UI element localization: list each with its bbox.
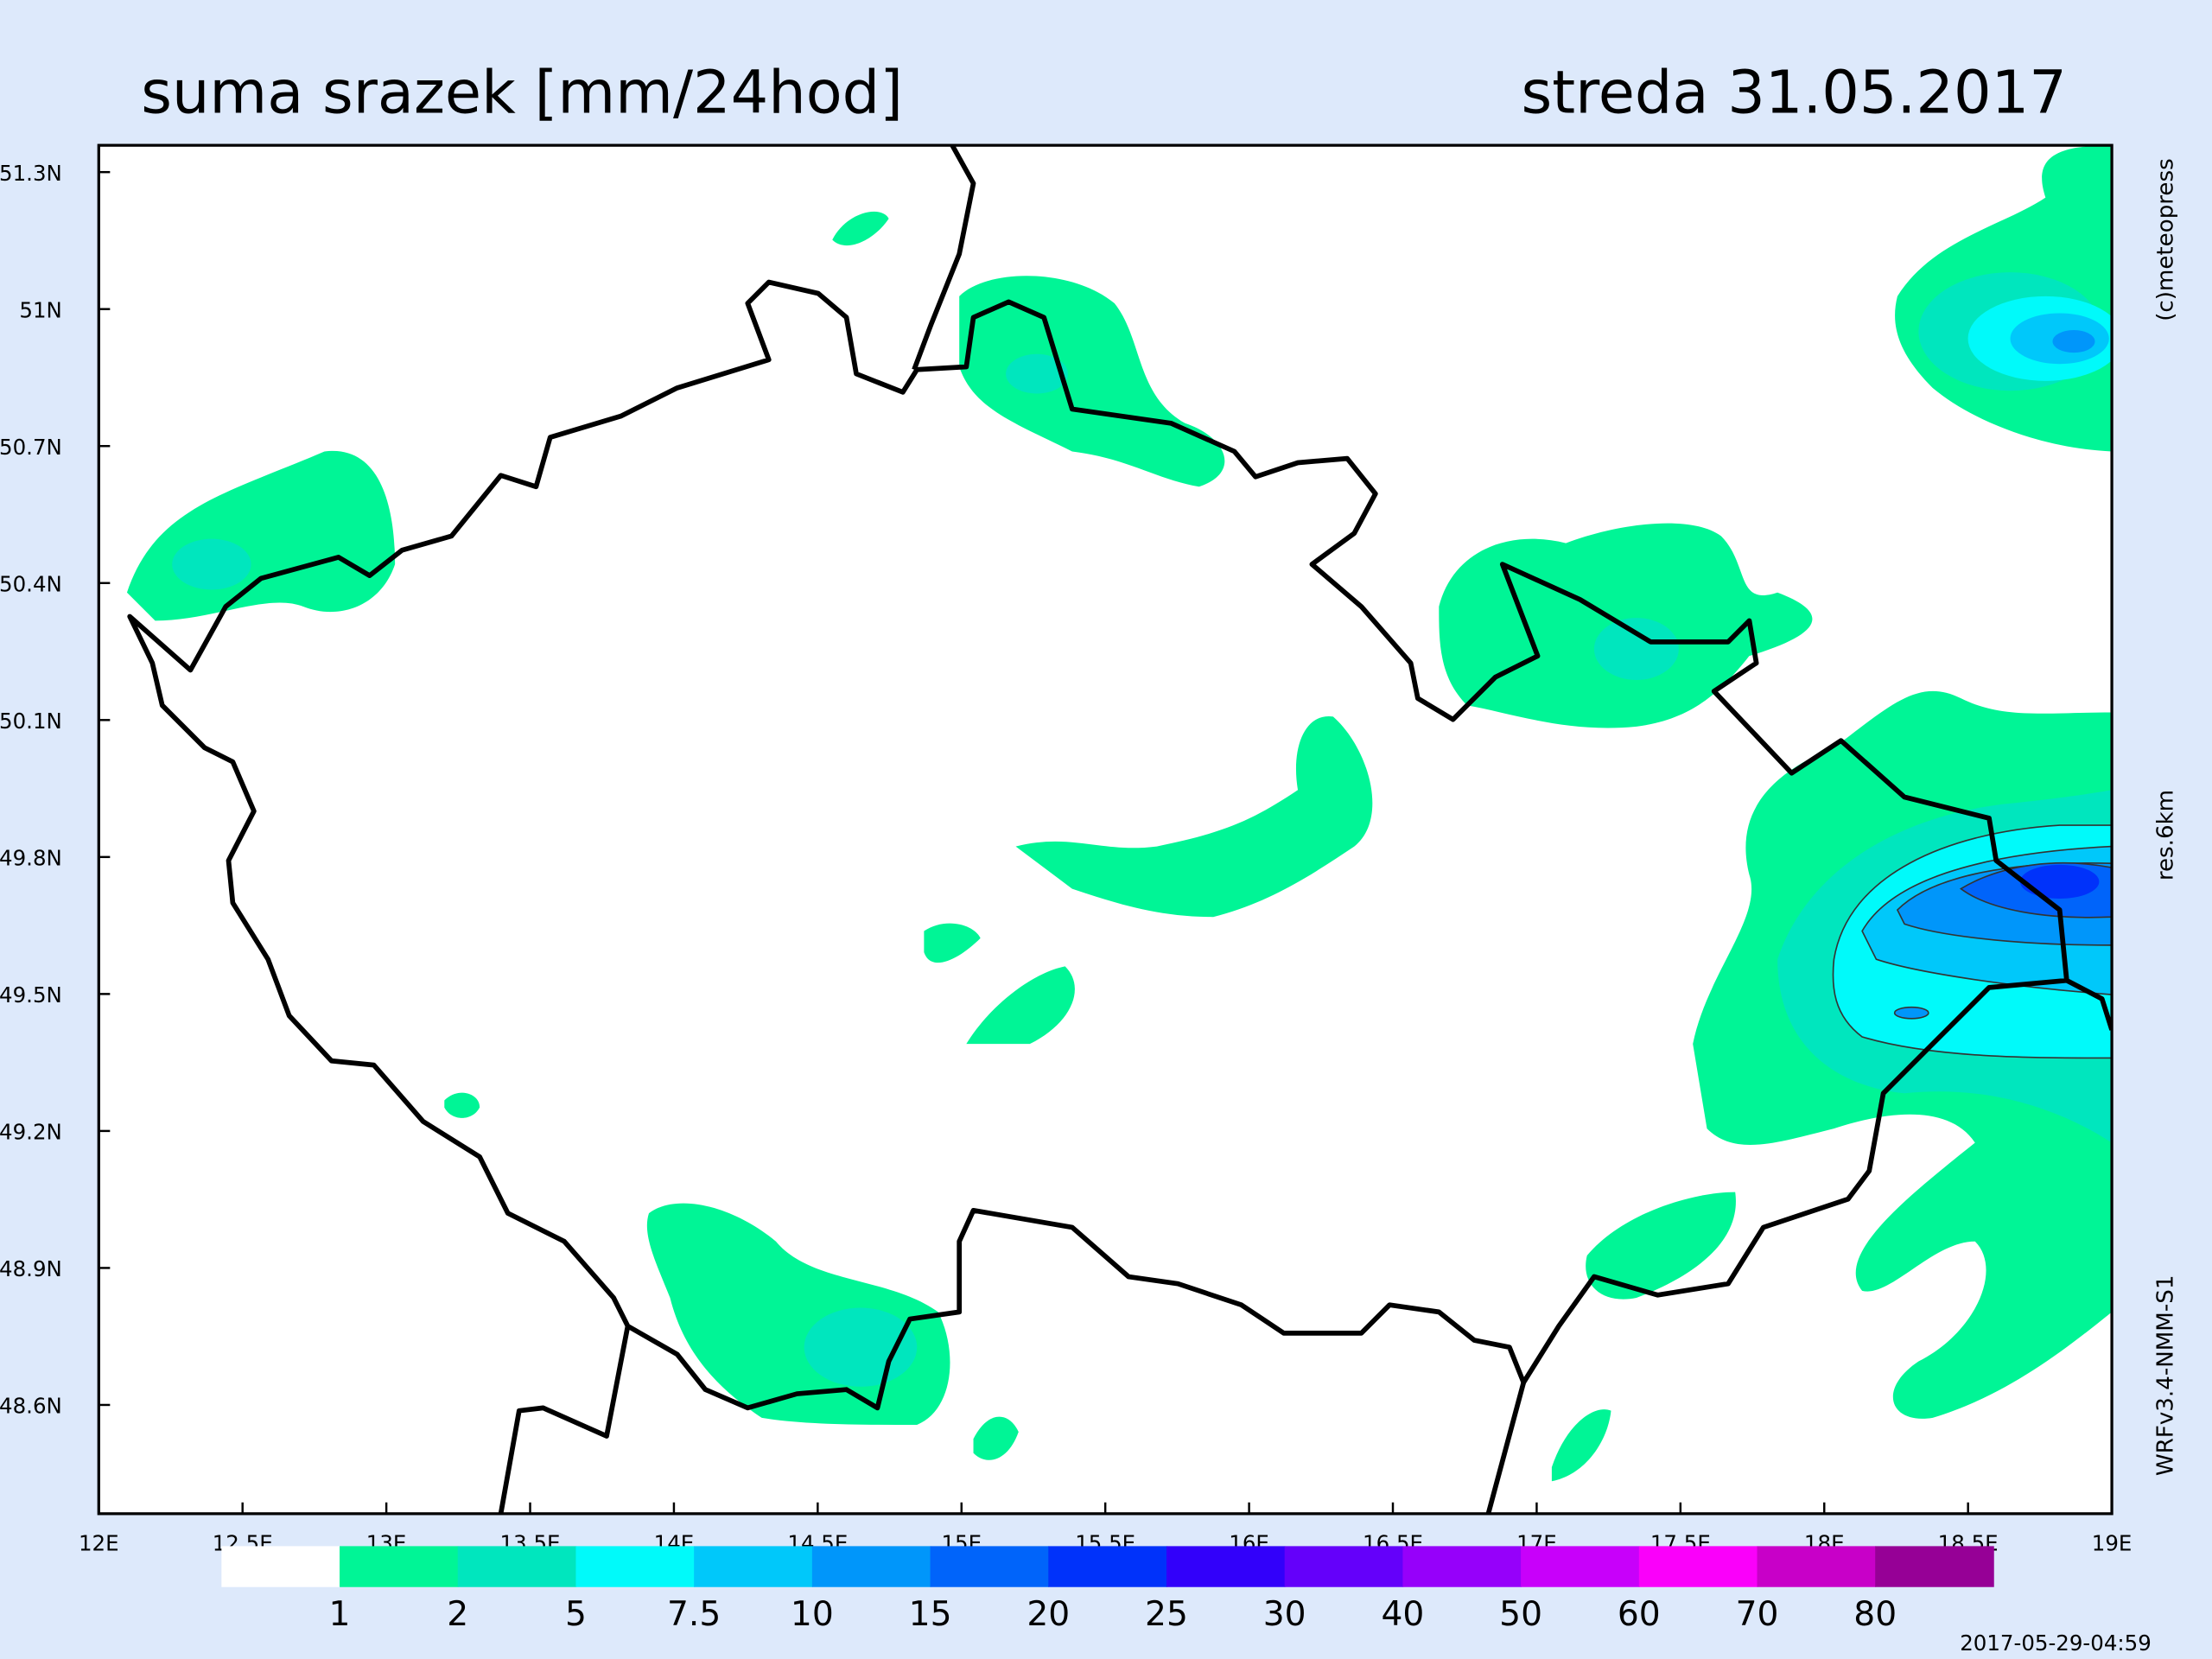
colorbar-swatch <box>1638 1546 1758 1587</box>
lat-label: 49.2N <box>0 1120 62 1145</box>
resolution: res.6km <box>2152 790 2178 880</box>
colorbar-swatch <box>1875 1546 1994 1587</box>
colorbar-label: 20 <box>1027 1595 1070 1634</box>
date: streda 31.05.2017 <box>1521 59 2066 128</box>
colorbar-swatch <box>1757 1546 1877 1587</box>
colorbar-label: 7.5 <box>667 1595 721 1634</box>
credit: (c)meteopress <box>2152 158 2178 321</box>
lat-label: 51N <box>19 298 61 323</box>
colorbar-label: 70 <box>1736 1595 1779 1634</box>
colorbar-swatch <box>1166 1546 1286 1587</box>
lat-label: 50.7N <box>0 435 62 460</box>
colorbar-label: 80 <box>1853 1595 1897 1634</box>
colorbar-swatch <box>221 1546 340 1587</box>
colorbar-swatch <box>1521 1546 1640 1587</box>
colorbar-swatch <box>575 1546 695 1587</box>
title: suma srazek [mm/24hod] <box>141 59 903 128</box>
colorbar-swatch <box>694 1546 813 1587</box>
lat-label: 48.6N <box>0 1394 62 1419</box>
lat-label: 49.5N <box>0 982 62 1007</box>
colorbar-label: 60 <box>1618 1595 1661 1634</box>
colorbar-label: 50 <box>1499 1595 1542 1634</box>
colorbar-swatch <box>1284 1546 1404 1587</box>
colorbar-swatch <box>457 1546 577 1587</box>
lat-label: 50.4N <box>0 572 62 597</box>
lat-axis: 51.3N 51N 50.7N 50.4N 50.1N 49.8N 49.5N 49.2N 48… <box>0 161 111 1419</box>
lat-label: 50.1N <box>0 709 62 734</box>
colorbar-label: 2 <box>447 1595 468 1634</box>
colorbar-label: 15 <box>909 1595 952 1634</box>
colorbar-label: 10 <box>791 1595 834 1634</box>
colorbar-swatch <box>811 1546 931 1587</box>
colorbar-label: 40 <box>1381 1595 1424 1634</box>
colorbar: 1 2 5 7.5 10 15 20 25 30 40 50 60 70 80 <box>221 1546 1994 1634</box>
borders <box>127 145 2113 1514</box>
colorbar-label: 5 <box>565 1595 587 1634</box>
lat-label: 48.9N <box>0 1256 62 1281</box>
colorbar-label: 30 <box>1263 1595 1306 1634</box>
colorbar-swatch <box>1048 1546 1167 1587</box>
timestamp: 2017-05-29-04:59 <box>1960 1630 2152 1656</box>
precip-heavy <box>1832 296 2113 1059</box>
lat-label: 51.3N <box>0 161 62 186</box>
colorbar-label: 25 <box>1145 1595 1188 1634</box>
colorbar-label: 1 <box>329 1595 351 1634</box>
precipitation <box>126 145 2113 1514</box>
model: WRFv3.4-NMM-S1 <box>2152 1275 2178 1477</box>
colorbar-swatch <box>930 1546 1050 1587</box>
lat-label: 49.8N <box>0 846 62 871</box>
lon-label: 19E <box>2092 1530 2133 1555</box>
colorbar-swatch <box>1402 1546 1522 1587</box>
colorbar-swatch <box>340 1546 459 1587</box>
lon-label: 12E <box>79 1530 119 1555</box>
